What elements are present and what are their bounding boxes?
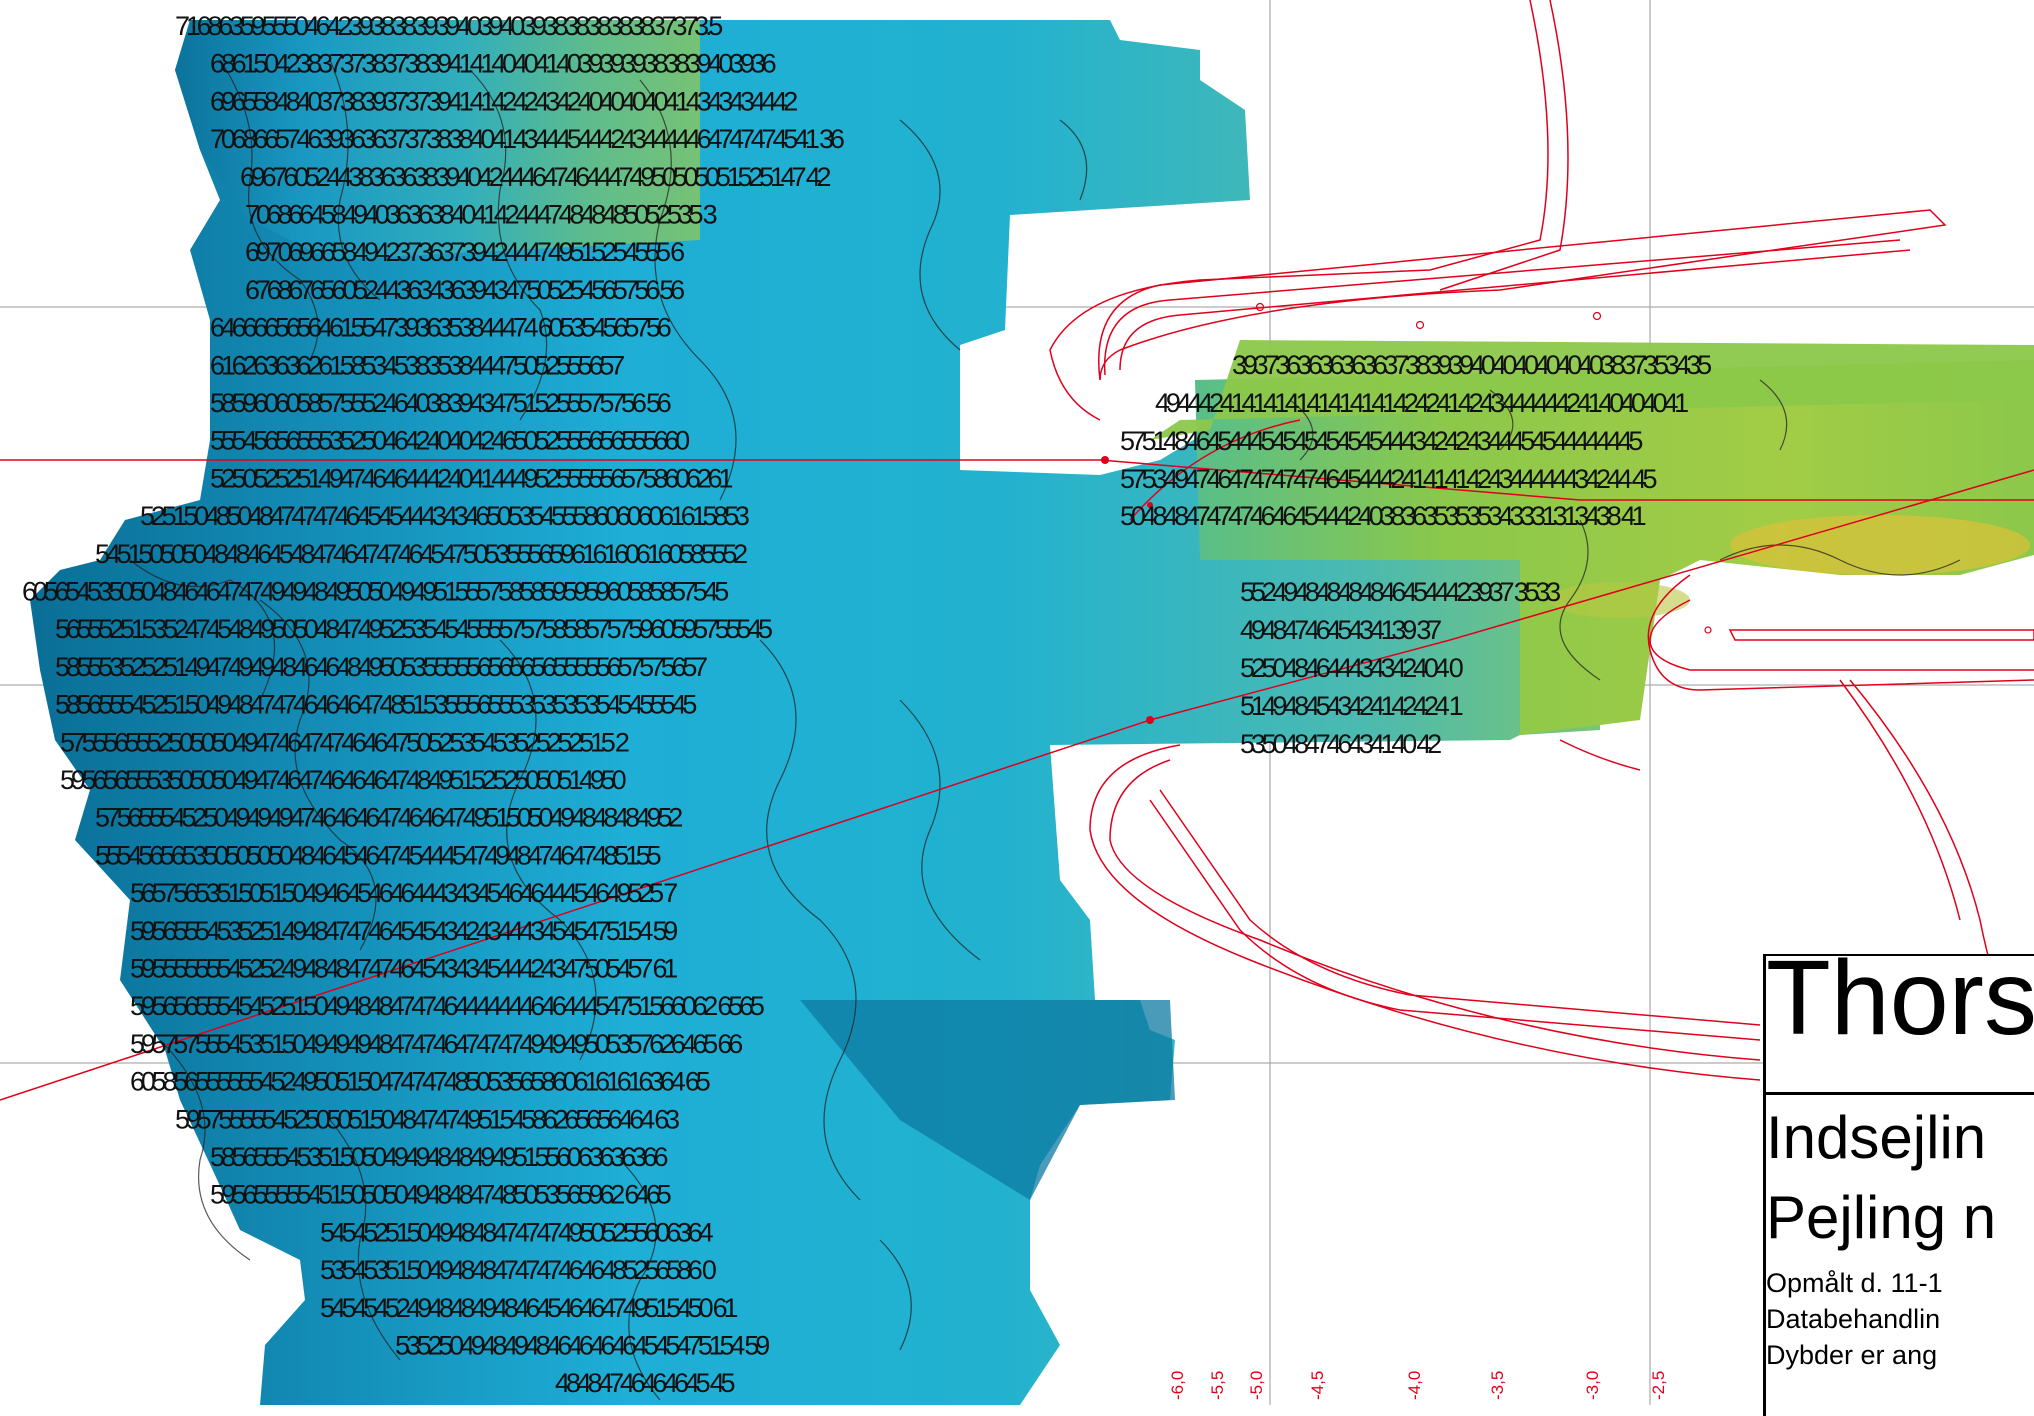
sounding-row-channel: 5048484747474646454442403836353535343331… (1120, 501, 1646, 531)
sounding-row: 6058565555554524950515047474748505356586… (130, 1067, 710, 1097)
sounding-row: 5451505050484846454847464747464547505355… (95, 539, 747, 569)
sounding-row-channel: 5250484644434342404 0 (1240, 653, 1463, 683)
sounding-row: 646666565646155473936353844474 605354565… (210, 313, 671, 343)
sounding-row: 5855535252514947494948464648495053555556… (55, 652, 707, 682)
channel-markers (1101, 456, 1154, 724)
sounding-row: 6967605244383636383940424446474644474950… (240, 162, 831, 192)
sounding-row: 5755565552505050494746474746464750525354… (60, 727, 629, 757)
sounding-row: 5856555452515049484747464646474851535556… (55, 690, 696, 720)
sounding-row: 5856555453515050494948484949515560636363… (210, 1142, 667, 1172)
sounding-row: 61626363626158534538353844475052555657 (210, 350, 624, 380)
sounding-row: 6861504238373738373839414140404140393939… (210, 49, 776, 79)
survey-date-note: Opmålt d. 11-1 (1766, 1268, 1943, 1298)
sounding-row: 5554565653505050504846454647454445474948… (95, 840, 661, 870)
sounding-row-channel: 5524948484848464544423937 3533 (1240, 577, 1560, 607)
scale-label: -5,5 (1208, 1371, 1227, 1400)
sounding-row: 7168635955504642393838393940394039383838… (175, 11, 722, 41)
sounding-row-channel: 5149484543424142424 1 (1240, 691, 1463, 721)
map-subtitle: Indsejlin (1766, 1104, 1987, 1171)
title-block (1763, 954, 2034, 1416)
depth-reference-note: Dybder er ang (1766, 1340, 1938, 1370)
sounding-row: 545452515049484847474749505255606364 (320, 1217, 714, 1247)
sounding-row-channel: 5753494746474747474645444241414142434444… (1120, 464, 1656, 494)
depth-soundings: 7168635955504642393838393940394039383838… (22, 11, 848, 1398)
survey-area-top-deep (175, 20, 700, 260)
scale-label: -6,0 (1168, 1371, 1187, 1400)
sounding-row: 7068664584940363638404142444748484850525… (245, 200, 717, 230)
sounding-row: 59565555545150505049484847485053565962 6… (210, 1180, 671, 1210)
processing-note: Databehandlin (1766, 1304, 1941, 1334)
sounding-row: 5554565655535250464240404246505255565655… (210, 426, 689, 456)
scale-label: -3,0 (1583, 1371, 1602, 1400)
survey-area-bottom-deep (800, 1000, 1175, 1200)
sounding-row: 697069665849423736373942444749515254555 … (245, 237, 684, 267)
sounding-row: 53525049484948464646464545475154 59 (395, 1331, 769, 1361)
sounding-row-channel: 3937363636363637383939404040404040383735… (1232, 350, 1711, 380)
sounding-row-channel: 5350484746434140 42 (1240, 729, 1441, 759)
sounding-row: 5655525153524745484950504847495253545455… (55, 614, 772, 644)
scale-label: -3,5 (1488, 1371, 1507, 1400)
sounding-row: 5957555554525050515048474749515458626565… (175, 1104, 679, 1134)
shallow-spot (1730, 515, 2030, 575)
survey-area-channel (1195, 360, 2034, 735)
survey-area-main (30, 20, 1600, 1405)
sounding-row: 545454524948484948464546464749515450 61 (320, 1293, 737, 1323)
sounding-row: 5756555452504949494746464647464647495150… (95, 803, 682, 833)
survey-area-channel-upper (1150, 340, 2034, 440)
sounding-row: 5955555554525249484847474645434345444243… (130, 954, 677, 984)
sounding-row: 5250525251494746464442404144495255555657… (210, 463, 732, 493)
map-subtitle-2: Pejling n (1766, 1184, 1997, 1251)
title-divider (1763, 1092, 2034, 1095)
depth-soundings-channel: 3937363636363637383939404040404040383735… (1120, 350, 1715, 759)
sounding-row: 6965584840373839373739414142424342404040… (210, 86, 797, 116)
sounding-row: 5956555453525149484747464545434243444345… (130, 916, 677, 946)
sounding-row: 5251504850484747474645454443434650535455… (140, 501, 749, 531)
sounding-row: 48484746464645 45 (555, 1368, 735, 1398)
scale-label: -2,5 (1649, 1371, 1668, 1400)
channel-buoys (1255, 302, 1712, 634)
sounding-row-channel: 5751484645444545454545454443424243444545… (1120, 426, 1642, 456)
sounding-row: 5956565554545251504948484747464444444646… (130, 991, 764, 1021)
depth-scale-labels: -6,0 -5,5 -5,0 -4,5 -4,0 -3,5 -3,0 -2,5 (1168, 1371, 1668, 1400)
navigation-channel-lines (0, 0, 2034, 1101)
sounding-row: 53545351504948484747474646485256586 0 (320, 1255, 716, 1285)
sounding-row: 5859606058575552464038394347515255575756… (210, 388, 671, 418)
scale-label: -4,5 (1308, 1371, 1327, 1400)
sounding-row-channel: 4948474645434139 37 (1240, 615, 1441, 645)
sounding-row: 5957575554535150494949484747464747474949… (130, 1029, 742, 1059)
sounding-row: 5956565553505050494746474646464748495152… (60, 765, 626, 795)
shallow-spot-2 (1550, 582, 1690, 618)
sounding-row: 7068665746393636373738384041434445444243… (210, 124, 844, 154)
sounding-row: 67686765605244363436394347505254565756 5… (245, 275, 684, 305)
sounding-row-channel: 4944424141414141414141424241424344444424… (1155, 388, 1688, 418)
map-title: Thors (1766, 939, 2034, 1057)
scale-label: -5,0 (1247, 1371, 1266, 1400)
sounding-row: 5657565351505150494645464644434345464644… (130, 878, 677, 908)
depth-contours (129, 59, 1961, 1401)
sounding-row: 6056545350504846464747494948495050494951… (22, 577, 728, 607)
scale-label: -4,0 (1405, 1371, 1424, 1400)
